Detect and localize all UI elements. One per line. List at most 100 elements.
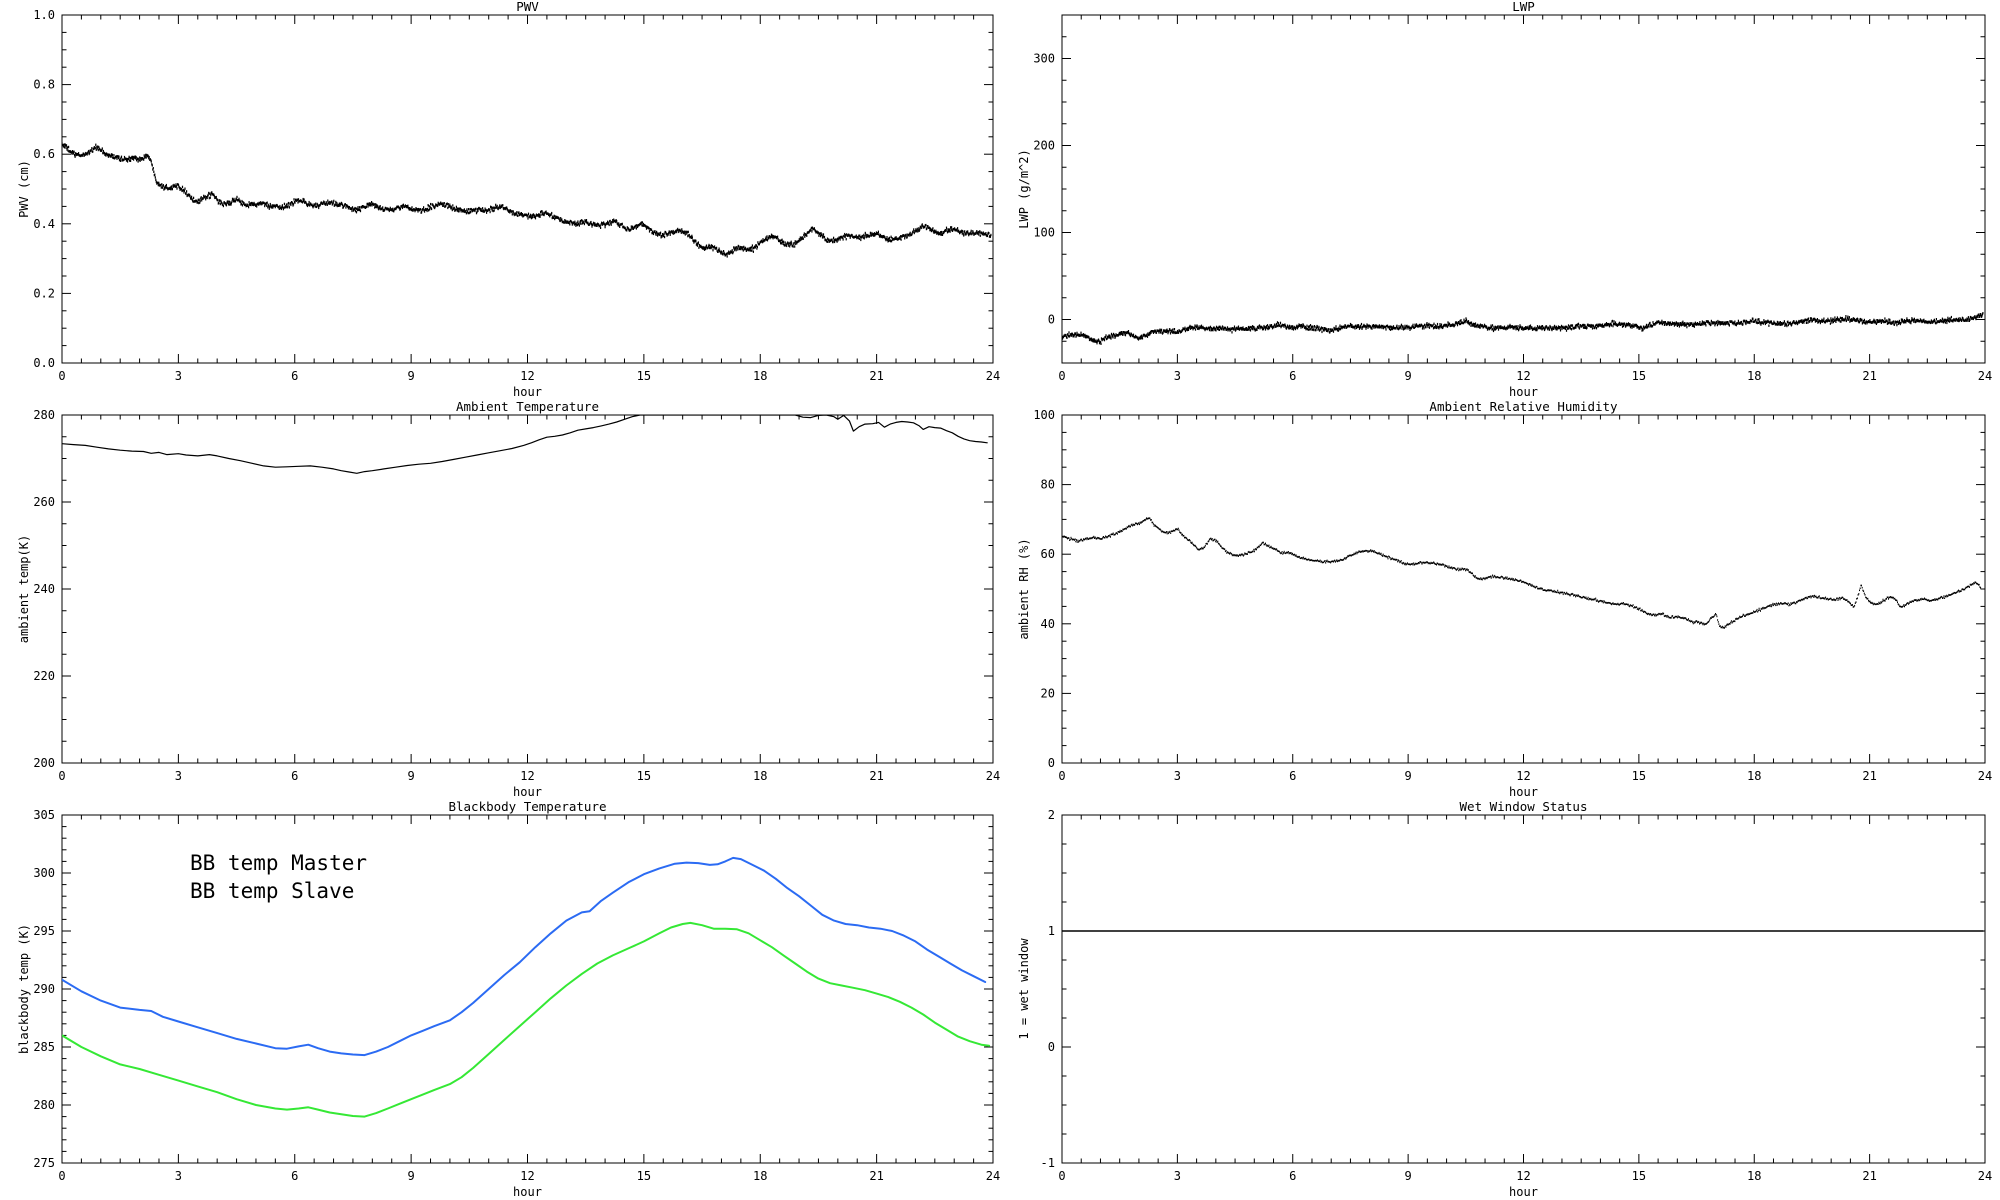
x-tick-label: 9 [1405,369,1412,383]
y-tick-label: 1.0 [33,8,55,22]
y-tick-label: 200 [1033,139,1055,153]
panel-pwv: 0 3 6 9 12 15 18 21 24 0.0 0.2 0.4 0.6 0.8 1.0 PWV hour P… [0,0,1000,400]
x-axis-label: hour [1509,385,1538,399]
y-tick-label: 280 [33,1098,55,1112]
x-tick-label: 15 [637,769,651,783]
x-tick-label: 15 [1632,369,1646,383]
x-tick-label: 0 [1058,369,1065,383]
y-tick-label: 0.6 [33,147,55,161]
chart-title: Ambient Temperature [456,400,599,414]
chart-title: Blackbody Temperature [448,800,606,814]
x-tick-label: 12 [520,369,534,383]
x-tick-label: 0 [1058,769,1065,783]
y-tick-label: 300 [1033,52,1055,66]
plot-frame [1061,14,1986,364]
x-tick-label: 18 [753,1169,767,1183]
y-tick-label: 0.2 [33,286,55,300]
x-axis-label: hour [1509,1185,1538,1199]
legend: BB temp Master BB temp Slave [190,851,367,903]
pwv-chart: 0 3 6 9 12 15 18 21 24 0.0 0.2 0.4 0.6 0.8 1.0 PWV hour P… [17,0,1000,399]
x-tick-label: 21 [1862,769,1876,783]
x-tick-label: 0 [58,369,65,383]
y-tick-label: 290 [33,982,55,996]
x-tick-label: 12 [1516,369,1530,383]
x-tick-label: 21 [869,769,883,783]
x-tick-label: 6 [1289,769,1296,783]
axis-ticks [1061,814,1986,1164]
blackbody-temperature-chart: 0 3 6 9 12 15 18 21 24 275 280 285 290 295 300 305 Black… [17,800,1000,1199]
y-tick-label: 0.0 [33,356,55,370]
x-tick-label: 24 [986,1169,1000,1183]
series-ambient RH [1062,517,1982,629]
legend-label: BB temp Slave [190,879,354,903]
y-axis-label: ambient temp(K) [17,535,31,643]
chart-title: PWV [516,0,539,14]
series [1062,517,1982,629]
x-tick-label: 6 [291,369,298,383]
y-axis-label: 1 = wet window [1017,938,1031,1040]
x-tick-label: 24 [986,369,1000,383]
panel-lwp: 0 3 6 9 12 15 18 21 24 0 100 200 300 LWP hour LWP (g/m^… [1000,0,2000,400]
x-tick-label: 15 [1632,769,1646,783]
axis-labels: 0 3 6 9 12 15 18 21 24 0 100 200 300 LWP hour LWP (g/m^… [1017,0,1992,399]
x-tick-label: 21 [1862,1169,1876,1183]
axis-labels: 0 3 6 9 12 15 18 21 24 0.0 0.2 0.4 0.6 0.8 1.0 PWV hour P… [17,0,1000,399]
axis-labels: 0 3 6 9 12 15 18 21 24 0 20 40 60 80 100 Ambient Relati… [1017,400,1992,799]
x-tick-label: 18 [1747,769,1761,783]
x-tick-label: 9 [1405,769,1412,783]
panel-ambient-temperature: 0 3 6 9 12 15 18 21 24 200 220 240 260 280 Ambient Tem… [0,400,1000,800]
y-tick-label: 0.4 [33,217,55,231]
y-tick-label: 2 [1048,808,1055,822]
y-tick-label: 280 [33,408,55,422]
x-tick-label: 3 [175,769,182,783]
x-tick-label: 12 [520,1169,534,1183]
x-tick-label: 21 [1862,369,1876,383]
x-tick-label: 9 [1405,1169,1412,1183]
y-tick-label: 100 [1033,408,1055,422]
y-tick-label: 260 [33,495,55,509]
series [62,856,991,1118]
x-tick-label: 21 [869,369,883,383]
chart-title: Wet Window Status [1460,800,1588,814]
y-tick-label: 240 [33,582,55,596]
x-tick-label: 18 [1747,369,1761,383]
panel-blackbody-temperature: 0 3 6 9 12 15 18 21 24 275 280 285 290 295 300 305 Black… [0,800,1000,1200]
x-tick-label: 3 [175,1169,182,1183]
series-BB temp Master [62,856,987,1057]
x-tick-label: 18 [753,769,767,783]
y-tick-label: 60 [1041,547,1055,561]
series [62,415,988,474]
y-tick-label: 1 [1048,924,1055,938]
series-PWV [62,142,992,258]
x-tick-label: 15 [1632,1169,1646,1183]
x-tick-label: 15 [637,369,651,383]
x-tick-label: 6 [1289,1169,1296,1183]
y-tick-label: 20 [1041,686,1055,700]
y-axis-label: LWP (g/m^2) [1017,149,1031,228]
chart-title: LWP [1512,0,1535,14]
x-tick-label: 0 [58,769,65,783]
series-LWP [1062,312,1984,345]
x-tick-label: 15 [637,1169,651,1183]
plot-frame [61,414,994,764]
ambient-temperature-chart: 0 3 6 9 12 15 18 21 24 200 220 240 260 280 Ambient Tem… [17,400,1000,799]
lwp-chart: 0 3 6 9 12 15 18 21 24 0 100 200 300 LWP hour LWP (g/m^… [1017,0,1992,399]
x-tick-label: 6 [291,769,298,783]
y-axis-label: ambient RH (%) [1017,538,1031,639]
y-tick-label: 0 [1048,313,1055,327]
panel-ambient-rh: 0 3 6 9 12 15 18 21 24 0 20 40 60 80 100 Ambient Relati… [1000,400,2000,800]
y-tick-label: 275 [33,1156,55,1170]
x-tick-label: 18 [753,369,767,383]
x-tick-label: 0 [1058,1169,1065,1183]
x-axis-label: hour [1509,785,1538,799]
x-tick-label: 24 [1978,769,1992,783]
y-axis-label: PWV (cm) [17,160,31,218]
series [1062,312,1984,345]
series [62,142,992,258]
ambient-rh-chart: 0 3 6 9 12 15 18 21 24 0 20 40 60 80 100 Ambient Relati… [1017,400,1992,799]
x-tick-label: 6 [291,1169,298,1183]
chart-title: Ambient Relative Humidity [1429,400,1618,414]
